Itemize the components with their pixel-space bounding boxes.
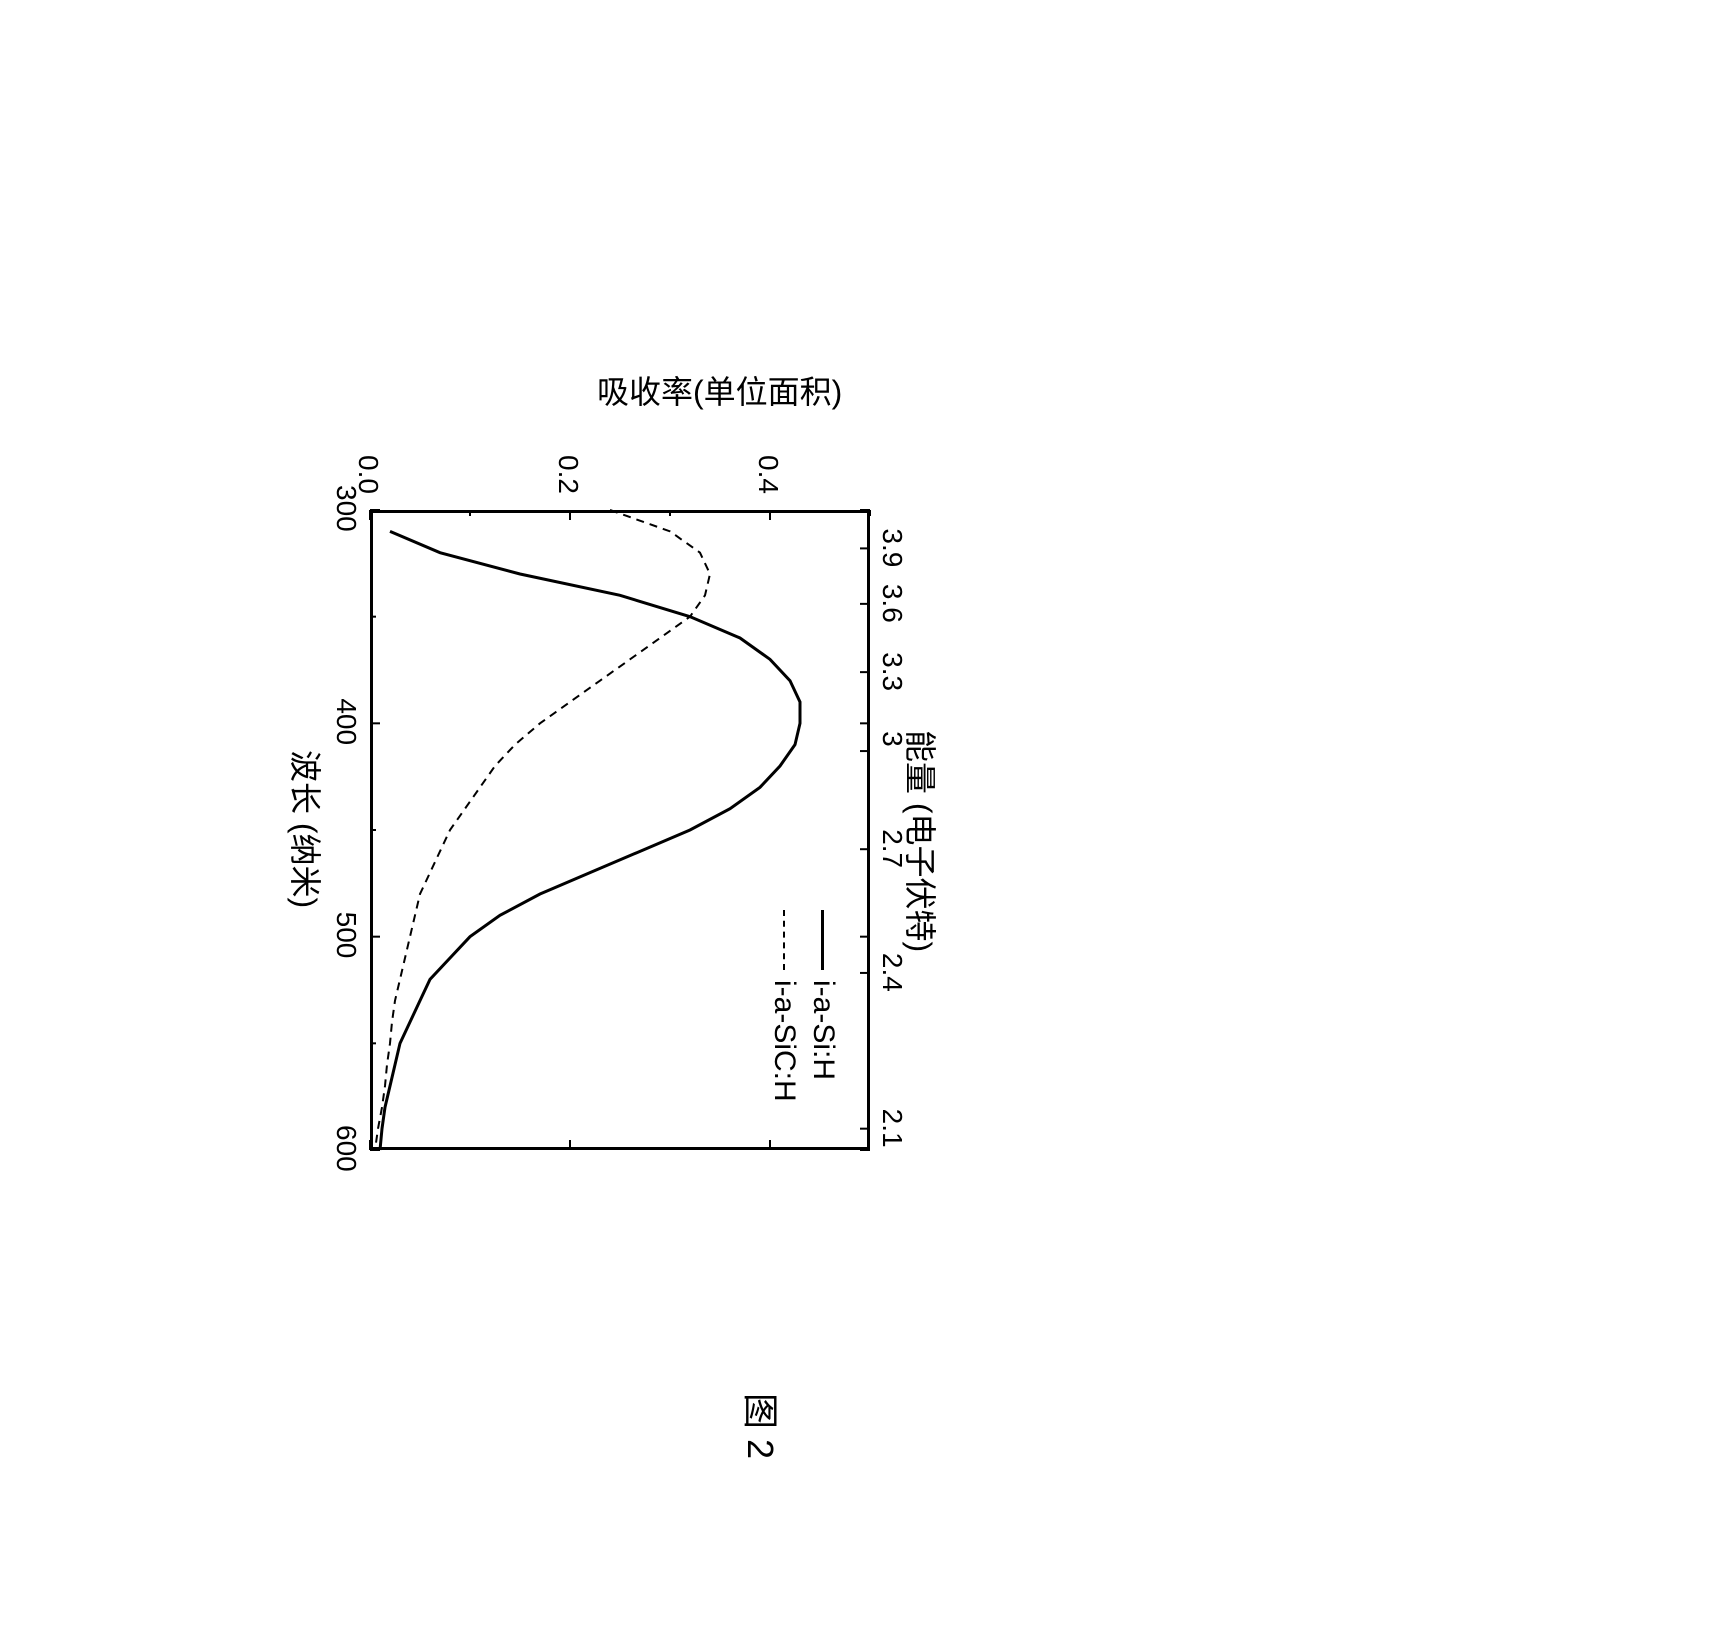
bottom-axis-label: 波长 (纳米) xyxy=(284,750,330,908)
top-tick: 3.9 xyxy=(876,528,908,567)
legend: i-a-Si:H i-a-SiC:H xyxy=(762,910,840,1102)
top-tick: 3 xyxy=(876,731,908,747)
chart-area: 能量 (电子伏特) 波长 (纳米) 吸收率(单位面积) 3.93.63.332.… xyxy=(50,350,950,1250)
legend-text-1: i-a-SiC:H xyxy=(767,980,801,1102)
y-tick: 0.4 xyxy=(752,455,784,494)
legend-item-0: i-a-Si:H xyxy=(806,910,840,1102)
figure-container: 能量 (电子伏特) 波长 (纳米) 吸收率(单位面积) 3.93.63.332.… xyxy=(50,50,950,1550)
figure-caption: 图 2 xyxy=(737,1393,789,1459)
top-tick: 2.7 xyxy=(876,829,908,868)
y-axis-label: 吸收率(单位面积) xyxy=(597,367,842,413)
y-tick: 0.2 xyxy=(552,455,584,494)
top-tick: 3.3 xyxy=(876,652,908,691)
legend-line-solid xyxy=(822,910,825,970)
legend-text-0: i-a-Si:H xyxy=(806,980,840,1080)
legend-item-1: i-a-SiC:H xyxy=(767,910,801,1102)
top-tick: 2.4 xyxy=(876,953,908,992)
legend-line-dashed xyxy=(783,910,785,970)
bottom-tick: 400 xyxy=(330,698,362,745)
bottom-tick: 600 xyxy=(330,1125,362,1172)
top-tick: 2.1 xyxy=(876,1109,908,1148)
top-tick: 3.6 xyxy=(876,584,908,623)
bottom-tick: 500 xyxy=(330,912,362,959)
y-tick: 0.0 xyxy=(352,455,384,494)
